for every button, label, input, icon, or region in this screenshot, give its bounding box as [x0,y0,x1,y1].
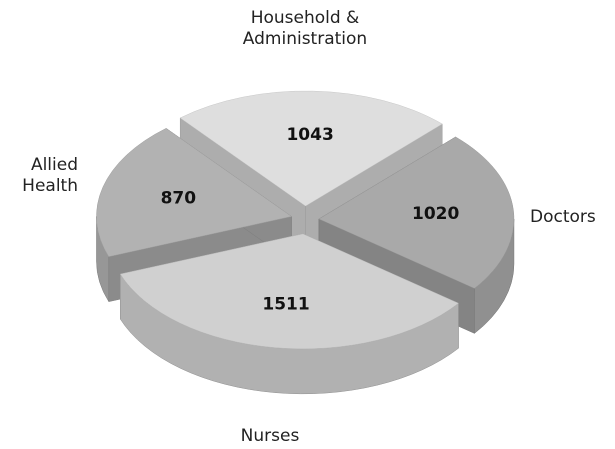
slice [119,233,459,350]
value-label: 870 [161,188,197,208]
category-label: Nurses [240,426,300,446]
slice [318,136,515,289]
category-label: Allied Health [22,155,78,196]
category-label: Household & Administration [242,8,368,49]
value-label: 1020 [412,204,459,224]
slice [96,128,293,257]
category-label: Doctors [530,207,596,227]
slice [179,90,443,207]
value-label: 1043 [286,125,333,145]
value-label: 1511 [262,294,309,314]
